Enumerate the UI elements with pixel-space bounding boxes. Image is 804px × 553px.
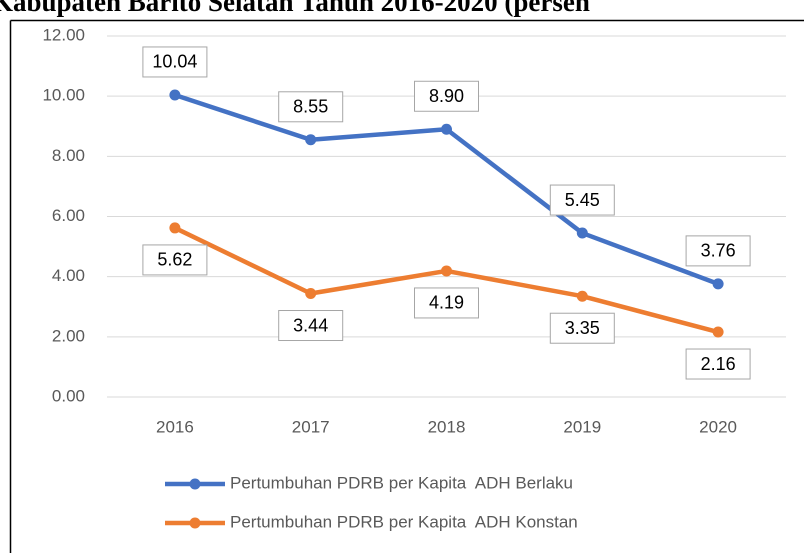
marker [712, 278, 724, 290]
data-label: 8.55 [293, 97, 328, 117]
label-box [278, 91, 344, 123]
data-label: 4.19 [429, 293, 464, 313]
marker [305, 134, 317, 146]
marker [169, 89, 181, 101]
data-label: 2.16 [701, 354, 736, 374]
data-label: 8.90 [429, 86, 464, 106]
legend-label: Pertumbuhan PDRB per Kapita ADH Berlaku [230, 473, 573, 492]
marker [305, 288, 317, 300]
y-tick-label: 12.00 [42, 25, 85, 44]
marker [576, 227, 588, 239]
data-label: 5.45 [565, 190, 600, 210]
data-label: 10.04 [152, 52, 197, 72]
label-box [414, 80, 479, 112]
y-tick-label: 8.00 [52, 146, 85, 165]
y-tick-label: 6.00 [52, 206, 85, 225]
marker [441, 123, 452, 135]
label-box [278, 310, 344, 342]
x-tick-label: 2019 [563, 417, 601, 436]
y-tick-label: 10.00 [42, 86, 85, 105]
y-tick-label: 2.00 [52, 326, 85, 345]
label-box [685, 348, 751, 380]
data-label: 3.35 [565, 318, 600, 338]
legend-marker [189, 517, 201, 529]
x-tick-label: 2020 [699, 417, 737, 436]
marker [169, 222, 181, 234]
label-box [685, 235, 751, 267]
marker [712, 326, 724, 338]
label-box [142, 46, 208, 78]
series-line [174, 92, 719, 286]
label-box [414, 287, 479, 319]
label-box [549, 312, 615, 344]
data-label: 3.44 [293, 315, 328, 335]
legend-label: Pertumbuhan PDRB per Kapita ADH Konstan [230, 512, 578, 531]
label-box [549, 184, 615, 216]
data-label: 3.76 [701, 241, 736, 261]
label-box [142, 244, 208, 276]
chart-title: Kabupaten Barito Selatan Tahun 2016-2020… [0, 0, 590, 17]
data-label: 5.62 [157, 250, 192, 270]
x-tick-label: 2017 [292, 417, 330, 436]
y-tick-label: 0.00 [52, 386, 85, 405]
legend-marker [189, 478, 201, 490]
y-tick-label: 4.00 [52, 266, 85, 285]
x-tick-label: 2016 [156, 417, 194, 436]
x-tick-label: 2018 [428, 417, 466, 436]
marker [576, 290, 588, 302]
marker [441, 265, 452, 277]
